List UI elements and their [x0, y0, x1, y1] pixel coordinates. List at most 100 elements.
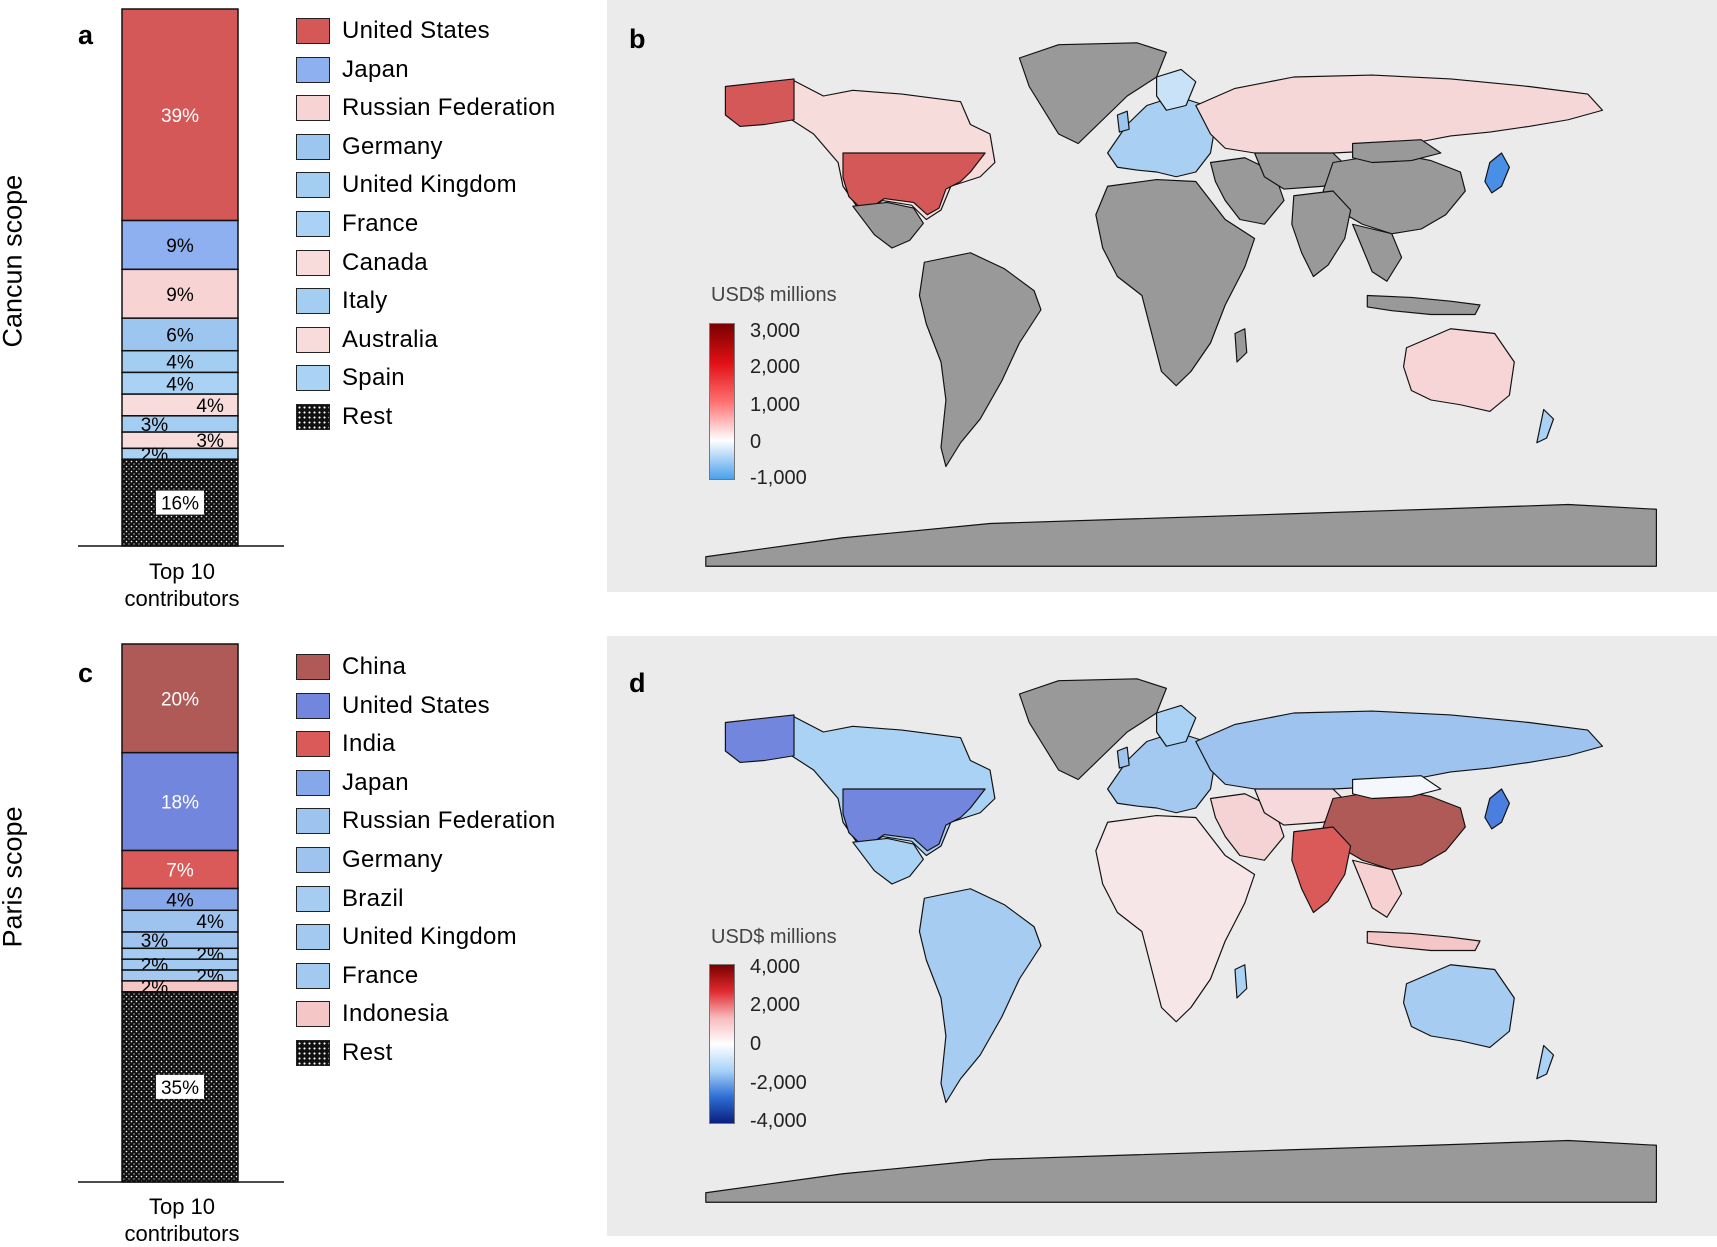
- country-shape-scandinavia: [1156, 68, 1197, 111]
- legend-label: United States: [342, 691, 490, 719]
- legend-swatch: [296, 654, 330, 680]
- panel-letter-d: d: [629, 668, 646, 698]
- country-shape-india: [1291, 190, 1352, 278]
- data-label-germany: 3%: [141, 931, 169, 952]
- legend-swatch: [296, 847, 330, 873]
- country-shape-seAsia: [1352, 859, 1403, 918]
- bar-segment-germany: [121, 317, 239, 352]
- data-label-background: [156, 1074, 204, 1099]
- country-shape-africa: [1095, 815, 1256, 1023]
- data-label-japan: 4%: [166, 890, 194, 911]
- x-category-line-1: Top 10: [148, 559, 216, 584]
- country-shape-uk: [1116, 746, 1130, 769]
- legend-label: Japan: [342, 768, 409, 796]
- legend-item-united-kingdom: United Kingdom: [296, 170, 517, 200]
- country-shape-indonesia: [1366, 294, 1481, 316]
- country-shape-greenland: [1018, 42, 1167, 145]
- legend-swatch: [296, 326, 330, 353]
- legend-label: India: [342, 730, 396, 758]
- bar-segment-russian-federation: [121, 268, 239, 319]
- legend-item-germany: Germany: [296, 845, 443, 875]
- country-shape-antarctica: [705, 1139, 1657, 1203]
- panel-letter-c: c: [78, 658, 94, 688]
- legend-item-spain: Spain: [296, 363, 405, 393]
- x-category-label-a: Top 10 contributors: [72, 558, 292, 612]
- legend-item-china: China: [296, 652, 406, 682]
- legend-swatch: [296, 95, 330, 122]
- legend-swatch: [296, 769, 330, 796]
- country-shape-europe: [1107, 731, 1216, 814]
- legend-label: China: [342, 653, 407, 680]
- legend-item-united-kingdom: United Kingdom: [296, 922, 517, 952]
- country-shape-japan: [1484, 788, 1510, 830]
- country-shape-mongolia: [1352, 775, 1442, 800]
- legend-item-rest: Rest: [296, 402, 393, 432]
- legend-label: Indonesia: [342, 1000, 449, 1028]
- colorbar-tick: 3,000: [750, 320, 801, 342]
- colorbar-tick: 0: [750, 431, 762, 453]
- legend-item-japan: Japan: [296, 55, 409, 85]
- colorbar-title-d: USD$ millions: [711, 926, 837, 948]
- x-category-line-2: contributors: [124, 586, 240, 611]
- legend-item-india: India: [296, 729, 396, 759]
- country-shape-usa: [842, 152, 986, 216]
- data-label-russian-federation: 9%: [166, 285, 194, 306]
- legend-item-france: France: [296, 209, 419, 239]
- country-shape-mongolia: [1352, 139, 1442, 164]
- data-label-australia: 3%: [196, 431, 224, 452]
- x-category-line-2: contributors: [124, 1221, 240, 1246]
- legend-label: France: [342, 210, 419, 237]
- legend-label: Germany: [342, 846, 443, 873]
- map-panel-b: b USD$ millions 3,000 2,000 1,000 0 -1,0…: [607, 0, 1717, 592]
- legend-item-canada: Canada: [296, 248, 428, 278]
- country-shape-indonesia: [1366, 930, 1481, 952]
- legend-swatch: [296, 1001, 330, 1028]
- legend-item-russian-federation: Russian Federation: [296, 93, 556, 123]
- data-label-india: 7%: [166, 861, 194, 882]
- country-shape-madagascar: [1234, 328, 1248, 363]
- data-label-background: [156, 490, 204, 515]
- data-label-united-states: 18%: [161, 793, 199, 814]
- legend-swatch: [296, 56, 330, 83]
- data-label-japan: 9%: [166, 236, 194, 257]
- country-shape-alaska: [724, 78, 795, 127]
- legend-swatch: [296, 1040, 330, 1066]
- country-shape-africa: [1095, 179, 1256, 387]
- country-shape-mexico: [852, 837, 924, 885]
- data-label-canada: 4%: [196, 396, 224, 417]
- country-shape-greenland: [1018, 678, 1167, 781]
- legend-item-france: France: [296, 961, 419, 991]
- world-map-b: [705, 42, 1657, 567]
- data-label-united-states: 39%: [161, 106, 199, 127]
- legend-item-australia: Australia: [296, 325, 438, 355]
- colorbar-tick: 2,000: [750, 356, 801, 378]
- legend-swatch: [296, 288, 330, 315]
- country-shape-australia: [1402, 964, 1515, 1048]
- map-panel-d: d USD$ millions 4,000 2,000 0 -2,000 -4,…: [607, 636, 1717, 1236]
- legend-label: Spain: [342, 364, 405, 392]
- country-shape-southAmerica: [918, 252, 1042, 468]
- legend-label: France: [342, 961, 419, 989]
- legend-swatch: [296, 731, 330, 758]
- legend-item-japan: Japan: [296, 768, 409, 798]
- country-shape-alaska: [724, 714, 795, 763]
- colorbar-tick: -2,000: [750, 1072, 807, 1094]
- country-shape-antarctica: [705, 503, 1657, 567]
- stacked-bar-chart-c: 20%18%7%4%4%3%2%2%2%2%35%: [78, 643, 284, 1183]
- panel-letter-b: b: [629, 24, 646, 54]
- bar-segment-spain: [121, 447, 239, 460]
- legend-swatch: [296, 885, 330, 912]
- legend-label: Canada: [342, 248, 428, 276]
- legend-label: Brazil: [342, 884, 404, 912]
- legend-label: Japan: [342, 55, 409, 83]
- country-shape-europe: [1107, 95, 1216, 178]
- colorbar-tick: 1,000: [750, 394, 801, 416]
- bar-segment-china: [121, 643, 239, 754]
- legend-item-united-states: United States: [296, 691, 490, 721]
- data-label-rest: 16%: [161, 494, 199, 515]
- bar-segment-japan: [121, 219, 239, 271]
- legend-swatch: [296, 962, 330, 989]
- country-shape-india: [1291, 826, 1352, 914]
- legend-swatch: [296, 808, 330, 835]
- country-shape-nz: [1536, 408, 1555, 444]
